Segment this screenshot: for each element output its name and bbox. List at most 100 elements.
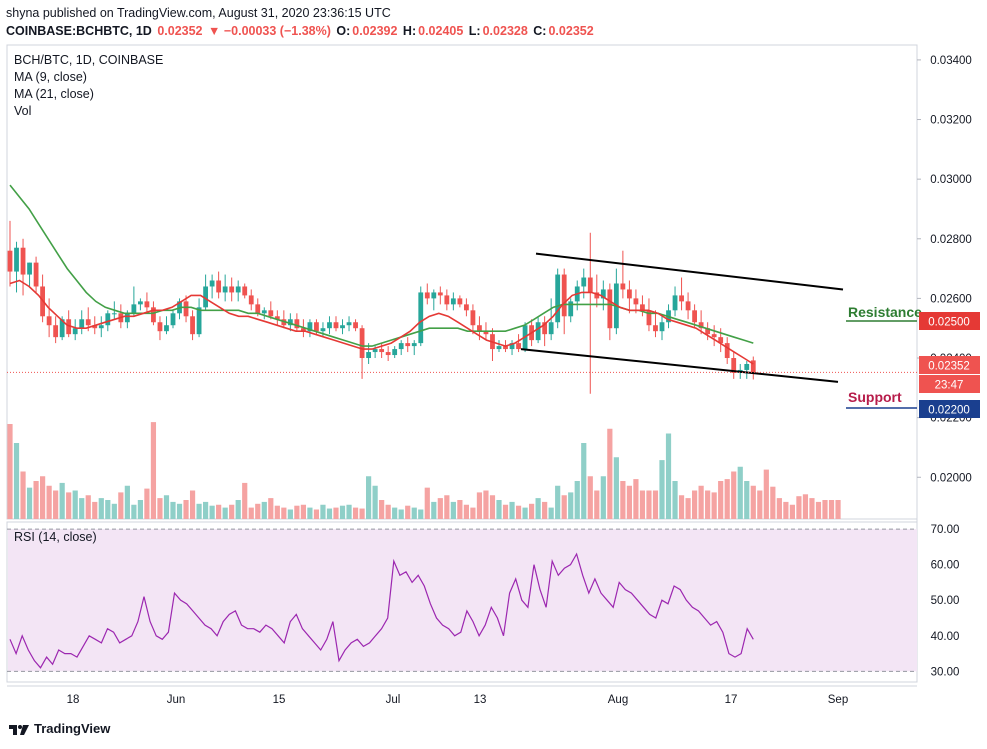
legend-rsi: RSI (14, close)	[14, 530, 97, 544]
volume-bar	[587, 476, 593, 519]
candle-body	[672, 295, 678, 311]
volume-bar	[737, 466, 743, 519]
candle-body	[111, 313, 117, 315]
volume-bar	[770, 486, 776, 519]
volume-bar	[242, 482, 248, 519]
price-tick-1: 0.03200	[930, 115, 972, 127]
candle-body	[620, 283, 626, 290]
low-value: 0.02328	[482, 24, 528, 38]
volume-bar	[639, 490, 646, 519]
volume-bar	[502, 504, 509, 519]
volume-bar	[796, 496, 802, 519]
candle-body	[431, 292, 437, 299]
candle-body	[457, 298, 463, 305]
candle-body	[653, 325, 658, 332]
volume-bar	[620, 481, 626, 519]
candle-body	[98, 325, 104, 329]
candle-body	[750, 360, 756, 373]
volume-bar	[444, 495, 450, 519]
candle-body	[640, 304, 645, 311]
channel-upper-line	[535, 252, 844, 291]
time-tick-5: Aug	[608, 694, 628, 706]
volume-bar	[274, 505, 280, 519]
candle-body	[587, 277, 593, 293]
time-axis[interactable]: 18 Jun 15 Jul 13 Aug 17 Sep	[7, 685, 917, 706]
channel-lower-line	[520, 348, 839, 383]
volume-bar	[437, 498, 443, 519]
candle-body	[151, 307, 156, 323]
volume-bar	[92, 501, 98, 519]
volume-bar	[385, 504, 391, 519]
footer[interactable]: TradingView	[8, 720, 110, 742]
candle-body	[72, 328, 78, 335]
volume-bar	[398, 509, 404, 519]
candle-body	[509, 343, 515, 350]
volume-bar	[229, 504, 235, 519]
rsi-line	[9, 552, 754, 669]
candle-body	[294, 319, 300, 329]
candle-body	[718, 337, 724, 344]
candle-body	[203, 286, 208, 308]
candle-body	[353, 322, 358, 329]
candle-body	[53, 325, 59, 338]
candle-body	[157, 322, 163, 332]
volume-bar	[692, 490, 698, 519]
volume-bar	[105, 500, 111, 519]
volume-bar	[685, 498, 691, 519]
last-price-text: 0.02352	[928, 361, 970, 373]
candle-body	[196, 307, 202, 335]
volume-bar	[26, 487, 33, 519]
candle-body	[105, 313, 111, 326]
support-price-text: 0.02200	[928, 405, 970, 417]
volume-bar	[581, 443, 587, 519]
legend-vol: Vol	[14, 104, 31, 118]
volume-bar	[698, 485, 704, 519]
time-tick-6: 17	[725, 694, 738, 706]
candle-body	[561, 274, 567, 317]
chart-header: shyna published on TradingView.com, Augu…	[6, 4, 981, 44]
candle-body	[646, 310, 652, 326]
candle-body	[392, 349, 398, 356]
candle-body	[385, 352, 391, 356]
candle-body	[516, 343, 521, 350]
volume-bar	[59, 482, 65, 519]
volume-bar	[470, 507, 476, 519]
volume-bar	[463, 504, 469, 519]
last-price-tag	[919, 356, 980, 374]
volume-bar	[183, 500, 189, 519]
volume-bar	[633, 479, 639, 519]
candle-body	[659, 322, 665, 332]
volume-bar	[548, 507, 554, 519]
volume-bar	[98, 498, 104, 519]
volume-bar	[626, 485, 632, 519]
volume-bar	[646, 490, 652, 519]
volume-bar	[339, 505, 346, 519]
price-axis[interactable]: 0.034000.032000.030000.028000.026000.024…	[917, 55, 972, 484]
candle-body	[144, 301, 150, 308]
candle-body	[327, 322, 332, 329]
candle-body	[92, 325, 98, 329]
volume-bar	[822, 500, 828, 519]
change-value: ▼ −0.00033 (−1.38%)	[208, 24, 331, 38]
candle-body	[216, 280, 222, 293]
price-tick-3: 0.02800	[930, 234, 972, 246]
volume-bar	[144, 488, 150, 519]
volume-bar	[665, 433, 672, 519]
close-label: C:	[533, 24, 547, 38]
close-value: 0.02352	[548, 24, 594, 38]
volume-bar	[13, 443, 20, 519]
volume-bar	[268, 498, 274, 519]
candle-body	[248, 295, 254, 305]
support-price-tag	[919, 400, 980, 418]
volume-bar	[431, 501, 437, 519]
volume-bar	[248, 507, 254, 519]
open-label: O:	[336, 24, 351, 38]
candle-body	[724, 343, 730, 359]
volume-bar	[366, 476, 372, 519]
volume-bar	[85, 495, 91, 519]
time-tick-1: Jun	[167, 694, 186, 706]
time-tick-2: 15	[273, 694, 286, 706]
candle-body	[183, 301, 189, 317]
candle-body	[46, 316, 52, 326]
